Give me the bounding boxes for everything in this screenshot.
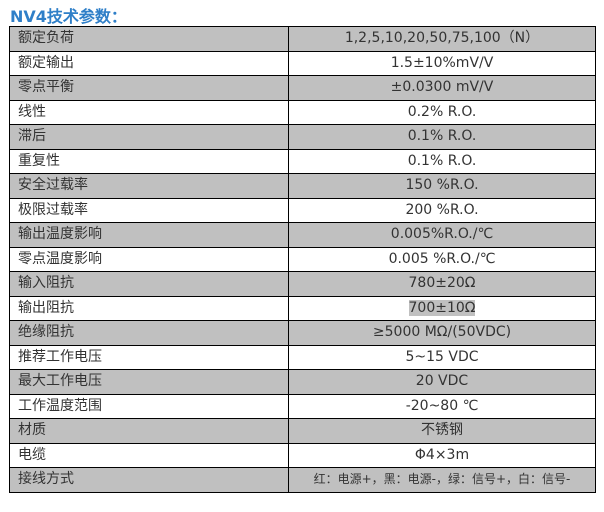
param-value: 150 %R.O. <box>288 173 596 199</box>
table-row: 零点温度影响 0.005 %R.O./℃ <box>9 246 596 272</box>
param-label: 输入阻抗 <box>9 271 289 297</box>
param-label: 输出温度影响 <box>9 222 289 248</box>
param-label: 额定输出 <box>9 50 289 76</box>
param-label: 绝缘阻抗 <box>9 320 289 346</box>
param-value: 红：电源+，黑：电源-，绿：信号+，白：信号- <box>288 467 596 493</box>
param-value: -20~80 ℃ <box>288 393 596 419</box>
param-value: 200 %R.O. <box>288 197 596 223</box>
spec-table: 额定负荷 1,2,5,10,20,50,75,100（N） 额定输出 1.5±10%m… <box>9 26 596 493</box>
param-label: 滞后 <box>9 124 289 150</box>
table-row: 接线方式 红：电源+，黑：电源-，绿：信号+，白：信号- <box>9 467 596 493</box>
table-row: 工作温度范围 -20~80 ℃ <box>9 393 596 419</box>
table-row: 电缆 Φ4×3m <box>9 442 596 468</box>
param-value-text: 700±10Ω <box>408 299 476 316</box>
param-value: ≥5000 MΩ/(50VDC) <box>288 320 596 346</box>
param-value: 0.005 %R.O./℃ <box>288 246 596 272</box>
table-row: 线性 0.2% R.O. <box>9 99 596 125</box>
param-value: 700±10Ω <box>288 295 596 321</box>
param-label: 材质 <box>9 418 289 444</box>
param-label: 电缆 <box>9 442 289 468</box>
param-value: ±0.0300 mV/V <box>288 75 596 101</box>
param-label: 推荐工作电压 <box>9 344 289 370</box>
table-row: 最大工作电压 20 VDC <box>9 369 596 395</box>
param-value: 0.2% R.O. <box>288 99 596 125</box>
param-label: 工作温度范围 <box>9 393 289 419</box>
param-label: 重复性 <box>9 148 289 174</box>
param-label: 极限过载率 <box>9 197 289 223</box>
param-label: 接线方式 <box>9 467 289 493</box>
param-value: 20 VDC <box>288 369 596 395</box>
param-value: 780±20Ω <box>288 271 596 297</box>
param-label: 安全过载率 <box>9 173 289 199</box>
param-value: 5~15 VDC <box>288 344 596 370</box>
table-row: 材质 不锈钢 <box>9 418 596 444</box>
page-title: NV4技术参数： <box>10 7 127 26</box>
table-row: 输入阻抗 780±20Ω <box>9 271 596 297</box>
table-row: 额定输出 1.5±10%mV/V <box>9 50 596 76</box>
param-label: 零点平衡 <box>9 75 289 101</box>
param-label: 最大工作电压 <box>9 369 289 395</box>
param-value: 1.5±10%mV/V <box>288 50 596 76</box>
table-row: 重复性 0.1% R.O. <box>9 148 596 174</box>
table-row: 额定负荷 1,2,5,10,20,50,75,100（N） <box>9 26 596 52</box>
param-label: 零点温度影响 <box>9 246 289 272</box>
param-value: 不锈钢 <box>288 418 596 444</box>
table-row: 输出温度影响 0.005%R.O./℃ <box>9 222 596 248</box>
table-row: 推荐工作电压 5~15 VDC <box>9 344 596 370</box>
param-value: 0.1% R.O. <box>288 148 596 174</box>
param-value: 0.1% R.O. <box>288 124 596 150</box>
table-row: 极限过载率 200 %R.O. <box>9 197 596 223</box>
param-value: 1,2,5,10,20,50,75,100（N） <box>288 26 596 52</box>
param-label: 额定负荷 <box>9 26 289 52</box>
table-row: 滞后 0.1% R.O. <box>9 124 596 150</box>
param-label: 输出阻抗 <box>9 295 289 321</box>
table-row: 零点平衡 ±0.0300 mV/V <box>9 75 596 101</box>
table-row: 安全过载率 150 %R.O. <box>9 173 596 199</box>
table-row: 输出阻抗 700±10Ω <box>9 295 596 321</box>
param-value: Φ4×3m <box>288 442 596 468</box>
param-label: 线性 <box>9 99 289 125</box>
table-row: 绝缘阻抗 ≥5000 MΩ/(50VDC) <box>9 320 596 346</box>
param-value: 0.005%R.O./℃ <box>288 222 596 248</box>
